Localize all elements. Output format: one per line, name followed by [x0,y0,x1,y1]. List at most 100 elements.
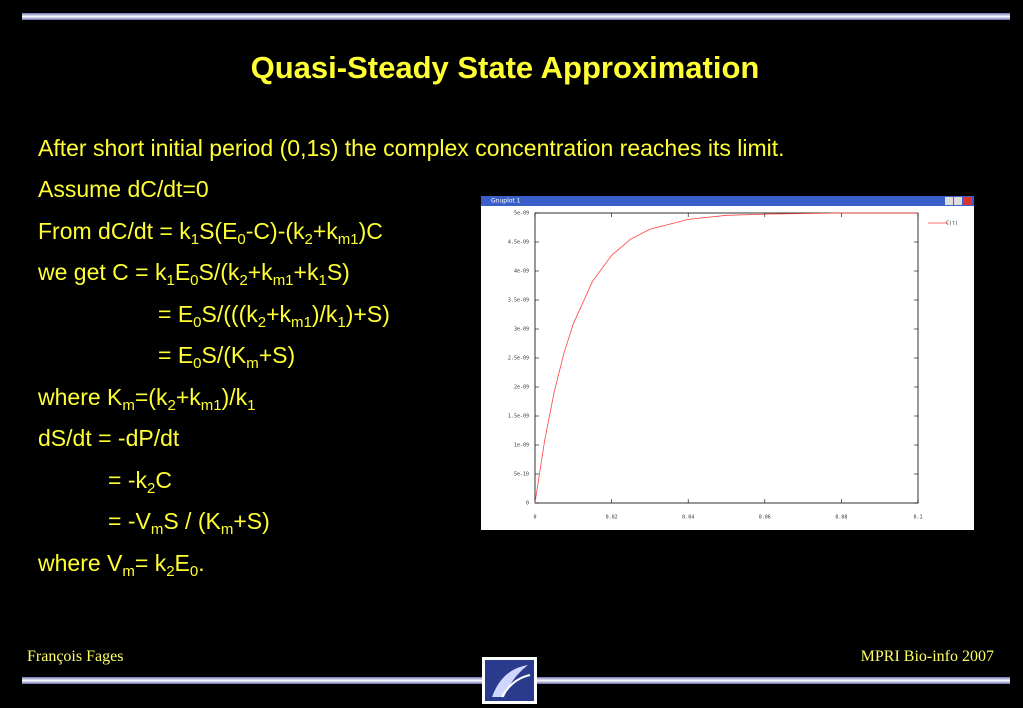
text-run: +S) [258,342,296,368]
text-run: C [155,467,172,493]
y-tick-label: 5e-10 [514,472,529,478]
y-tick-label: 5e-09 [514,211,529,217]
subscript: m [122,563,135,580]
text-run: )+S) [345,301,390,327]
y-tick-label: 1.5e-09 [508,414,529,420]
x-tick-label: 0.1 [913,515,922,521]
text-line: = E0S/(Km+S) [158,342,296,372]
series-line [534,212,918,504]
text-line: Assume dC/dt=0 [38,176,209,203]
text-run: . [198,550,205,576]
y-tick-label: 3.5e-09 [508,298,529,304]
subscript: m [220,521,234,538]
text-run: we get C = k [38,259,167,285]
text-run: E [174,550,190,576]
subscript: 0 [193,314,202,331]
subscript: 2 [146,480,156,497]
subscript: 1 [337,314,346,331]
plot-window: Gnuplot 1 0 5e-10 1e-09 1.5e-09 2e-09 2.5e-09… [481,196,974,530]
y-tick-label: 4.5e-09 [508,240,529,246]
text-run: +k [266,301,292,327]
text-run: -C)-(k [245,218,305,244]
max-button[interactable] [954,197,962,205]
subscript: 0 [193,355,202,372]
text-run: +k [312,218,338,244]
subscript: m1 [337,231,359,248]
subscript: 1 [166,272,175,289]
subscript: 0 [190,272,199,289]
y-tick-label: 1e-09 [514,443,529,449]
text-run: S) [326,259,350,285]
subscript: 2 [166,563,175,580]
subscript: m [246,355,259,372]
subscript: m1 [200,397,222,414]
plot-frame [534,212,919,504]
window-titlebar [481,196,974,206]
footer-course: MPRI Bio-info 2007 [860,648,994,665]
subscript: 2 [257,314,267,331]
subscript: m [150,521,164,538]
text-run: = E [158,342,194,368]
text-line: we get C = k1E0S/(k2+km1+k1S) [38,259,350,289]
subscript: 2 [167,397,176,414]
text-line: = -k2C [108,467,172,497]
y-tick-label: 4e-09 [514,269,529,275]
y-tick-label: 2.5e-09 [508,356,529,362]
subscript: 1 [318,272,327,289]
y-tick-label: 3e-09 [514,327,529,333]
x-tick-label: 0.06 [759,515,771,521]
text-line: dS/dt = -dP/dt [38,425,179,452]
y-tick-label: 2e-09 [514,385,529,391]
text-run: S(E [199,218,238,244]
subscript: 1 [247,397,256,414]
text-run: +S) [233,508,270,534]
text-line: where Km=(k2+km1)/k1 [38,384,256,414]
window-title: Gnuplot 1 [491,198,521,205]
text-run: S / (K [163,508,221,534]
text-line: = -VmS / (Km+S) [108,508,270,538]
text-run: +k [175,384,201,410]
y-tick-label: 0 [526,501,529,507]
min-button[interactable] [945,197,953,205]
text-run: Assume dC/dt=0 [38,176,209,202]
subscript: 0 [189,563,199,580]
text-run: )/k [221,384,248,410]
text-run: S/(K [201,342,247,368]
text-run: S/(((k [201,301,258,327]
subscript: m [122,397,135,414]
text-run: = E [158,301,194,327]
subscript: 1 [190,231,200,248]
text-run: +k [247,259,273,285]
x-tick-label: 0.02 [606,515,618,521]
text-run: = k [134,550,167,576]
text-run: )/k [311,301,338,327]
text-line: = E0S/(((k2+km1)/k1)+S) [158,301,390,331]
subscript: 2 [239,272,248,289]
subscript: m1 [272,272,294,289]
text-run: =(k [134,384,168,410]
text-line: From dC/dt = k1S(E0-C)-(k2+km1)C [38,218,383,248]
text-line: where Vm= k2E0. [38,550,205,580]
subscript: m1 [291,314,312,331]
text-run: where V [38,550,123,576]
plot: Gnuplot 1 0 5e-10 1e-09 1.5e-09 2e-09 2.5e-09… [481,196,974,521]
text-run: E [174,259,191,285]
x-tick-label: 0.08 [835,515,847,521]
logo [482,657,537,704]
close-button[interactable] [963,197,972,205]
text-run: where K [38,384,123,410]
text-run: = -V [108,508,151,534]
text-line: After short initial period (0,1s) the co… [38,135,785,162]
top-bar [22,13,1010,20]
x-tick-label: 0 [533,515,536,521]
subscript: 0 [237,231,246,248]
footer-author: François Fages [27,648,124,665]
text-run: dS/dt = -dP/dt [38,425,180,451]
text-run: S/(k [198,259,240,285]
text-run: )C [358,218,383,244]
slide-title: Quasi-Steady State Approximation [250,50,760,85]
text-run: From dC/dt = k [38,218,191,244]
text-run: = -k [108,467,147,493]
subscript: 2 [304,231,313,248]
